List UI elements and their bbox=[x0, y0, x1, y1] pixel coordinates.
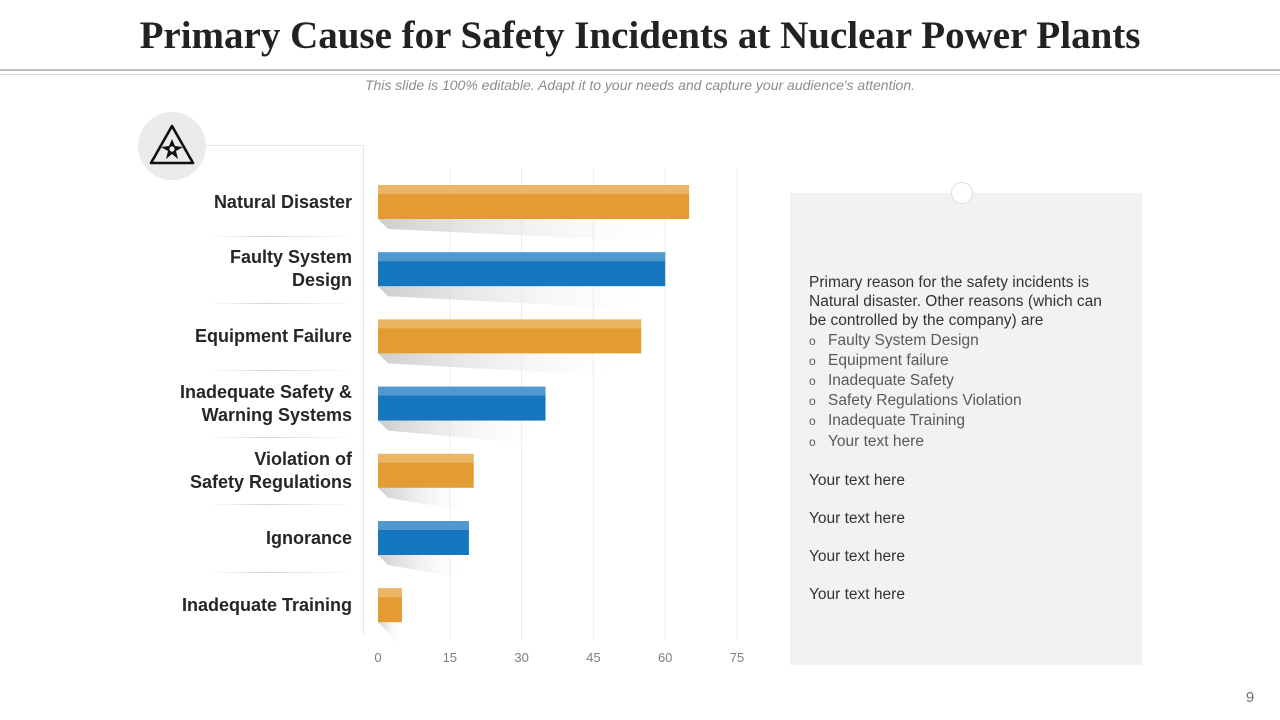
notes-bullet-item: o Safety Regulations Violation bbox=[809, 391, 1121, 411]
title-divider-thin bbox=[0, 74, 1280, 75]
category-separator bbox=[206, 571, 356, 573]
notes-placeholder-line: Your text here bbox=[809, 510, 905, 528]
category-label: Faulty System Design bbox=[230, 246, 352, 292]
x-tick-label: 45 bbox=[586, 650, 600, 665]
category-label-line: Violation of bbox=[254, 448, 352, 469]
bar-highlight bbox=[378, 453, 474, 463]
bar-shadow bbox=[378, 622, 402, 645]
notes-extra-lines: Your text here Your text here Your text he… bbox=[809, 471, 1121, 605]
bar-highlight bbox=[378, 319, 642, 329]
notes-bullet-item: o Inadequate Safety bbox=[809, 371, 1121, 391]
bar-6 bbox=[378, 521, 469, 555]
bar-1 bbox=[378, 185, 690, 219]
title-divider bbox=[0, 69, 1280, 71]
bullet-text: Your text here bbox=[828, 432, 924, 450]
category-separator bbox=[206, 370, 356, 371]
notes-bullet-item: o Equipment failure bbox=[809, 351, 1121, 371]
notes-bullet-list: o Faulty System Design o Equipment failure o… bbox=[809, 331, 1121, 452]
chart-frame-top bbox=[206, 145, 364, 146]
category-label-line: Ignorance bbox=[265, 527, 352, 548]
x-tick-label: 60 bbox=[658, 650, 672, 665]
slide-title: Primary Cause for Safety Incidents at Nu… bbox=[139, 14, 1141, 57]
bar-shadow bbox=[378, 219, 690, 241]
category-label: Inadequate Training bbox=[182, 594, 352, 617]
category-separator bbox=[206, 302, 356, 304]
bar-shadow bbox=[378, 286, 666, 309]
bar-highlight bbox=[378, 521, 469, 530]
bullet-marker: o bbox=[809, 333, 816, 348]
category-label: Ignorance bbox=[266, 527, 352, 550]
radiation-hazard-icon bbox=[138, 112, 206, 180]
bar-highlight bbox=[378, 588, 402, 598]
bar-4 bbox=[378, 386, 546, 421]
x-tick-label: 0 bbox=[374, 650, 381, 665]
bar-shadow bbox=[378, 420, 546, 443]
notes-text: Primary reason for the safety incidents … bbox=[809, 273, 1121, 605]
pin-icon bbox=[951, 182, 973, 204]
bar-highlight bbox=[378, 185, 690, 194]
category-label-line: Faulty System bbox=[229, 247, 352, 268]
bar-7 bbox=[378, 588, 402, 623]
category-separator bbox=[206, 504, 356, 506]
category-label-line: Equipment Failure bbox=[194, 325, 352, 346]
category-label-line: Design bbox=[291, 270, 352, 291]
notes-placeholder-line: Your text here bbox=[809, 586, 905, 604]
category-label-line: Natural Disaster bbox=[213, 191, 352, 212]
bar-shadow bbox=[378, 487, 474, 510]
bar-2 bbox=[378, 252, 666, 287]
bullet-text: Inadequate Training bbox=[828, 412, 966, 430]
bar-5 bbox=[378, 453, 474, 488]
bullet-marker: o bbox=[809, 374, 816, 389]
notes-panel bbox=[790, 193, 1142, 665]
category-label: Equipment Failure bbox=[195, 325, 352, 348]
notes-placeholder-line: Your text here bbox=[809, 471, 905, 489]
x-tick-label: 30 bbox=[514, 650, 528, 665]
category-separator bbox=[206, 235, 356, 237]
notes-bullet-item: o Inadequate Training bbox=[809, 411, 1121, 431]
bar-highlight bbox=[378, 252, 666, 262]
x-tick-label: 15 bbox=[443, 650, 457, 665]
x-tick-label: 75 bbox=[730, 650, 744, 665]
bullet-marker: o bbox=[809, 394, 816, 409]
notes-placeholder-line: Your text here bbox=[809, 548, 905, 566]
bar-highlight bbox=[378, 386, 546, 396]
bullet-text: Equipment failure bbox=[828, 351, 949, 369]
category-label: Natural Disaster bbox=[214, 191, 352, 214]
category-label: Violation of Safety Regulations bbox=[190, 448, 352, 494]
category-label-line: Inadequate Safety & bbox=[179, 381, 352, 402]
category-label: Inadequate Safety & Warning Systems bbox=[180, 381, 352, 427]
category-label-line: Safety Regulations bbox=[189, 471, 352, 492]
bar-3 bbox=[378, 319, 642, 354]
category-label-line: Warning Systems bbox=[201, 404, 352, 425]
bullet-marker: o bbox=[809, 353, 816, 368]
bullet-text: Safety Regulations Violation bbox=[828, 392, 1022, 410]
bullet-text: Faulty System Design bbox=[828, 331, 979, 349]
bar-shadow bbox=[378, 353, 642, 376]
bar-shadow bbox=[378, 555, 469, 577]
notes-bullet-item: o Faulty System Design bbox=[809, 331, 1121, 351]
category-label-line: Inadequate Training bbox=[181, 594, 352, 615]
notes-intro: Primary reason for the safety incidents … bbox=[809, 274, 1102, 330]
notes-bullet-item: o Your text here bbox=[809, 432, 1121, 452]
page-number: 9 bbox=[1245, 689, 1255, 706]
bullet-marker: o bbox=[809, 434, 816, 449]
bullet-marker: o bbox=[809, 414, 816, 429]
chart-axis-line bbox=[363, 146, 364, 634]
bullet-text: Inadequate Safety bbox=[828, 372, 954, 390]
slide-subtitle: This slide is 100% editable. Adapt it to… bbox=[364, 77, 916, 93]
category-separator bbox=[206, 437, 356, 439]
